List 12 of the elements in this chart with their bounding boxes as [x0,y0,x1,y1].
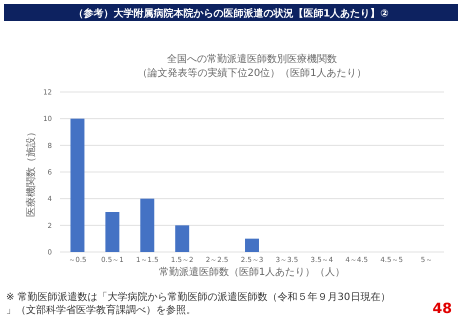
y-axis-title: 医療機関数（施設） [25,127,37,217]
text: 48 [432,301,452,317]
bar [105,212,120,252]
text: ※ 常勤医師派遣数は「大学病院から常勤医師の派遣医師数（令和５年９月30日現在）」（文部科学省医学教育課調べ）を参照。 [6,291,390,316]
bar [70,118,84,252]
x-axis-title: 常勤派遣医師数（医師1人あたり）（人） [158,266,346,278]
bar [140,198,154,252]
text: （参考）大学附属病院本院からの医師派遣の状況【医師1人あたり】② [73,8,389,20]
bar [245,238,259,252]
chart-title: 全国への常勤派遣医師数別医療機関数 [167,53,337,65]
bar [175,225,190,252]
chart-subtitle: （論文発表等の実績下位20位）（医師1人あたり） [137,67,367,79]
